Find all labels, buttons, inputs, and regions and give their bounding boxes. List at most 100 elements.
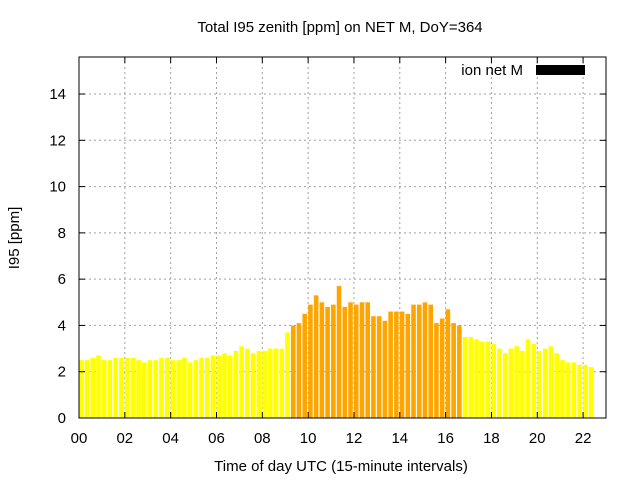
bar: [428, 304, 434, 418]
bar: [285, 332, 290, 418]
bar: [336, 286, 342, 418]
legend-label: ion net M: [461, 62, 523, 79]
bar: [239, 346, 244, 418]
bar: [176, 360, 181, 418]
y-axis-label: I95 [ppm]: [6, 207, 23, 270]
bar: [136, 360, 141, 418]
bar: [485, 341, 491, 418]
bar: [159, 357, 164, 418]
bar: [468, 337, 474, 418]
bar: [399, 311, 405, 418]
bar: [245, 348, 250, 418]
bar: [445, 309, 451, 418]
bar: [222, 353, 227, 418]
x-tick-label: 22: [575, 430, 592, 447]
bar: [537, 350, 542, 418]
bar: [302, 313, 307, 418]
bar: [308, 304, 313, 418]
x-tick-label: 00: [71, 430, 88, 447]
bar: [124, 357, 130, 418]
bar: [560, 360, 565, 418]
bar: [279, 348, 285, 418]
bar: [457, 325, 462, 418]
bar: [411, 304, 416, 418]
bar: [170, 360, 176, 418]
bar: [376, 316, 382, 418]
legend-swatch: [536, 65, 585, 75]
bar: [588, 367, 594, 418]
bar: [571, 362, 577, 418]
y-axis: 0 2 4 6 8 10 12 14: [49, 86, 606, 427]
legend: ion net M: [461, 62, 585, 79]
y-tick-label: 10: [49, 179, 66, 196]
x-tick-label: 14: [391, 430, 408, 447]
bar: [262, 350, 267, 418]
bar: [147, 360, 153, 418]
bar: [216, 355, 222, 418]
bar: [101, 360, 107, 418]
plot-frame: [78, 56, 607, 419]
bar: [565, 362, 571, 418]
bar: [227, 355, 233, 418]
bar: [388, 311, 393, 418]
bar: [256, 350, 262, 418]
y-tick-label: 14: [49, 86, 66, 103]
bar: [296, 323, 302, 418]
bar: [497, 348, 502, 418]
bar: [113, 357, 118, 418]
bar: [451, 323, 456, 418]
bar: [107, 360, 113, 418]
bar: [193, 360, 199, 418]
x-axis-label: Time of day UTC (15-minute intervals): [214, 458, 468, 475]
bar: [90, 357, 96, 418]
x-tick-label: 02: [116, 430, 133, 447]
bar: [434, 323, 439, 418]
x-tick-label: 08: [254, 430, 271, 447]
bar: [520, 350, 525, 418]
x-tick-label: 16: [437, 430, 454, 447]
y-tick-label: 4: [58, 317, 66, 334]
bar: [84, 360, 90, 418]
bar: [554, 353, 560, 418]
bar: [199, 357, 204, 418]
bar: [371, 316, 376, 418]
bar: [119, 357, 124, 418]
bar: [462, 337, 468, 418]
bar: [325, 306, 330, 418]
bar: [205, 357, 210, 418]
bar: [182, 357, 187, 418]
bar: [210, 355, 216, 418]
x-tick-label: 04: [162, 430, 179, 447]
bar: [508, 348, 514, 418]
x-tick-label: 20: [529, 430, 546, 447]
bar: [164, 357, 170, 418]
x-tick-label: 10: [300, 430, 317, 447]
x-tick-label: 12: [346, 430, 363, 447]
x-axis: 00 02 04 06 08 10 12 14 16 18 20 22: [71, 57, 592, 447]
bar: [479, 341, 485, 418]
bar: [416, 304, 422, 418]
x-tick-label: 18: [483, 430, 500, 447]
bar: [548, 346, 554, 418]
bar: [187, 362, 193, 418]
y-tick-label: 0: [58, 410, 66, 427]
y-tick-label: 12: [49, 132, 66, 149]
bar: [525, 339, 531, 418]
bar: [79, 360, 84, 418]
bar: [542, 348, 548, 418]
bar: [583, 364, 588, 418]
bar: [273, 348, 279, 418]
bar: [142, 362, 147, 418]
bar: [365, 302, 370, 418]
bar: [531, 343, 537, 418]
chart-title: Total I95 zenith [ppm] on NET M, DoY=364: [197, 19, 482, 36]
y-tick-label: 8: [58, 225, 66, 242]
bar: [331, 304, 336, 418]
bar: [313, 295, 319, 418]
y-tick-label: 2: [58, 364, 66, 381]
bar: [153, 360, 159, 418]
bars-group: [79, 286, 594, 418]
bar: [342, 306, 348, 418]
bar: [405, 313, 411, 418]
